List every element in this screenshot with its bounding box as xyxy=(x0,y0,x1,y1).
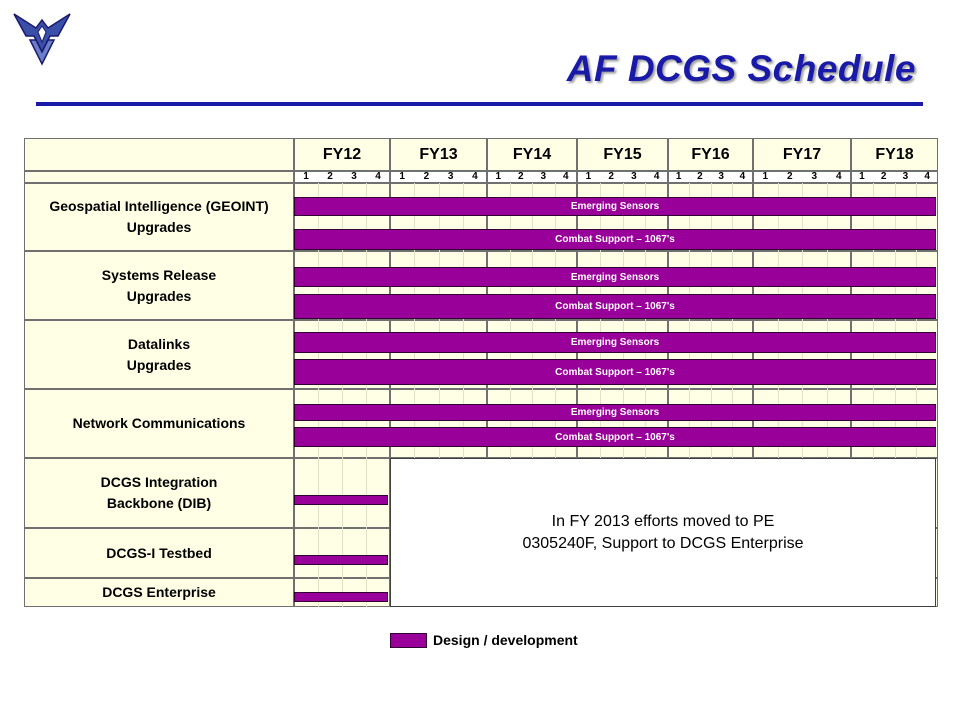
gantt-bar-combat-support: Combat Support – 1067's xyxy=(294,359,936,385)
quarter-label: 3 xyxy=(718,171,724,182)
quarter-label: 4 xyxy=(739,171,746,182)
row-label-text: DCGS Enterprise xyxy=(102,584,216,600)
fy-header-fy18: FY18 xyxy=(851,138,938,171)
row-label-text: DCGS Integration Backbone (DIB) xyxy=(100,474,218,511)
quarter-label: 1 xyxy=(675,171,682,182)
row-label-geoint: Geospatial Intelligence (GEOINT) Upgrade… xyxy=(24,183,294,251)
quarter-label: 3 xyxy=(351,171,357,182)
quarter-label: 1 xyxy=(399,171,405,182)
quarter-divider xyxy=(778,183,779,607)
quarter-label: 3 xyxy=(447,171,454,182)
gantt-bar-combat-support: Combat Support – 1067's xyxy=(294,294,936,319)
quarter-label: 2 xyxy=(517,171,524,182)
quarter-header-cell xyxy=(294,171,390,183)
quarter-divider xyxy=(802,183,803,607)
row-label-datalinks: Datalinks Upgrades xyxy=(24,320,294,389)
quarter-label: 4 xyxy=(835,171,842,182)
quarter-label: 2 xyxy=(423,171,430,182)
quarter-divider xyxy=(414,183,415,607)
quarter-header-cell xyxy=(577,171,668,183)
quarter-header-cell xyxy=(390,171,487,183)
quarter-header-cell xyxy=(753,171,851,183)
quarter-divider xyxy=(318,183,319,607)
quarter-divider xyxy=(916,183,917,607)
quarter-header-cell xyxy=(668,171,753,183)
row-label-dib: DCGS Integration Backbone (DIB) xyxy=(24,458,294,528)
fy-header-fy12: FY12 xyxy=(294,138,390,171)
header-corner-cell xyxy=(24,138,294,171)
quarter-label: 4 xyxy=(924,171,930,182)
quarter-divider xyxy=(645,183,646,607)
quarter-header-cell xyxy=(487,171,577,183)
row-label-text: Datalinks Upgrades xyxy=(126,335,192,373)
quarter-divider xyxy=(711,183,712,607)
gantt-bar-emerging-sensors: Emerging Sensors xyxy=(294,332,936,353)
gantt-bar-emerging-sensors: Emerging Sensors xyxy=(294,267,936,287)
quarter-divider xyxy=(555,183,556,607)
quarter-label: 2 xyxy=(786,171,793,182)
quarter-divider xyxy=(532,183,533,607)
row-label-dcgs-i-testbed: DCGS-I Testbed xyxy=(24,528,294,578)
quarter-label: 1 xyxy=(762,171,769,182)
title-underline xyxy=(36,102,923,106)
quarter-label: 3 xyxy=(631,171,637,182)
row-label-text: Network Communications xyxy=(72,415,246,431)
quarter-label: 3 xyxy=(811,171,818,182)
quarter-label: 4 xyxy=(653,171,660,182)
quarter-label: 2 xyxy=(327,171,333,182)
row-label-text: Geospatial Intelligence (GEOINT) Upgrade… xyxy=(49,198,269,235)
page-title: AF DCGS Schedule xyxy=(566,48,916,89)
gantt-bar xyxy=(294,592,388,602)
row-label-network-communications: Network Communications xyxy=(24,389,294,458)
gantt-bar-emerging-sensors: Emerging Sensors xyxy=(294,197,936,216)
gantt-bar-emerging-sensors: Emerging Sensors xyxy=(294,404,936,421)
row-label-text: DCGS-I Testbed xyxy=(106,544,212,561)
legend-swatch-design xyxy=(390,633,427,648)
quarter-label: 4 xyxy=(472,171,478,182)
quarter-label: 4 xyxy=(375,171,381,182)
legend-label-design: Design / development xyxy=(433,632,578,648)
quarter-label: 1 xyxy=(303,171,309,182)
quarter-label: 3 xyxy=(540,171,547,182)
quarter-divider xyxy=(732,183,733,607)
quarter-divider xyxy=(600,183,601,607)
quarter-label: 2 xyxy=(697,171,703,182)
air-force-wings-icon xyxy=(10,6,74,66)
fy-header-fy17: FY17 xyxy=(753,138,851,171)
quarter-header-cell xyxy=(851,171,938,183)
quarter-label: 1 xyxy=(859,171,865,182)
transfer-note: In FY 2013 efforts moved to PE 0305240F,… xyxy=(390,458,936,607)
quarter-divider xyxy=(623,183,624,607)
quarter-label: 1 xyxy=(585,171,592,182)
fy-header-fy14: FY14 xyxy=(487,138,577,171)
quarter-label: 2 xyxy=(880,171,887,182)
gantt-bar-combat-support: Combat Support – 1067's xyxy=(294,427,936,447)
gantt-bar xyxy=(294,555,388,565)
quarter-divider xyxy=(463,183,464,607)
note-line-1: In FY 2013 efforts moved to PE xyxy=(551,512,775,530)
quarter-divider xyxy=(342,183,343,607)
quarter-label: 3 xyxy=(902,171,909,182)
fy-header-fy15: FY15 xyxy=(577,138,668,171)
quarter-divider xyxy=(510,183,511,607)
note-line-2: 0305240F, Support to DCGS Enterprise xyxy=(522,534,804,552)
quarter-divider xyxy=(439,183,440,607)
quarter-divider xyxy=(366,183,367,607)
quarter-divider xyxy=(895,183,896,607)
row-label-dcgs-enterprise: DCGS Enterprise xyxy=(24,578,294,607)
row-label-systems-release: Systems Release Upgrades xyxy=(24,251,294,320)
quarter-label: 1 xyxy=(495,171,502,182)
quarter-label: 4 xyxy=(562,171,569,182)
quarter-divider xyxy=(689,183,690,607)
fy-header-fy16: FY16 xyxy=(668,138,753,171)
gantt-bar xyxy=(294,495,388,505)
quarter-divider xyxy=(827,183,828,607)
quarter-label: 2 xyxy=(608,171,614,182)
header-corner-cell-quarters xyxy=(24,171,294,183)
fy-header-fy13: FY13 xyxy=(390,138,487,171)
quarter-divider xyxy=(873,183,874,607)
row-label-text: Systems Release Upgrades xyxy=(101,266,217,304)
gantt-bar-combat-support: Combat Support – 1067's xyxy=(294,229,936,250)
